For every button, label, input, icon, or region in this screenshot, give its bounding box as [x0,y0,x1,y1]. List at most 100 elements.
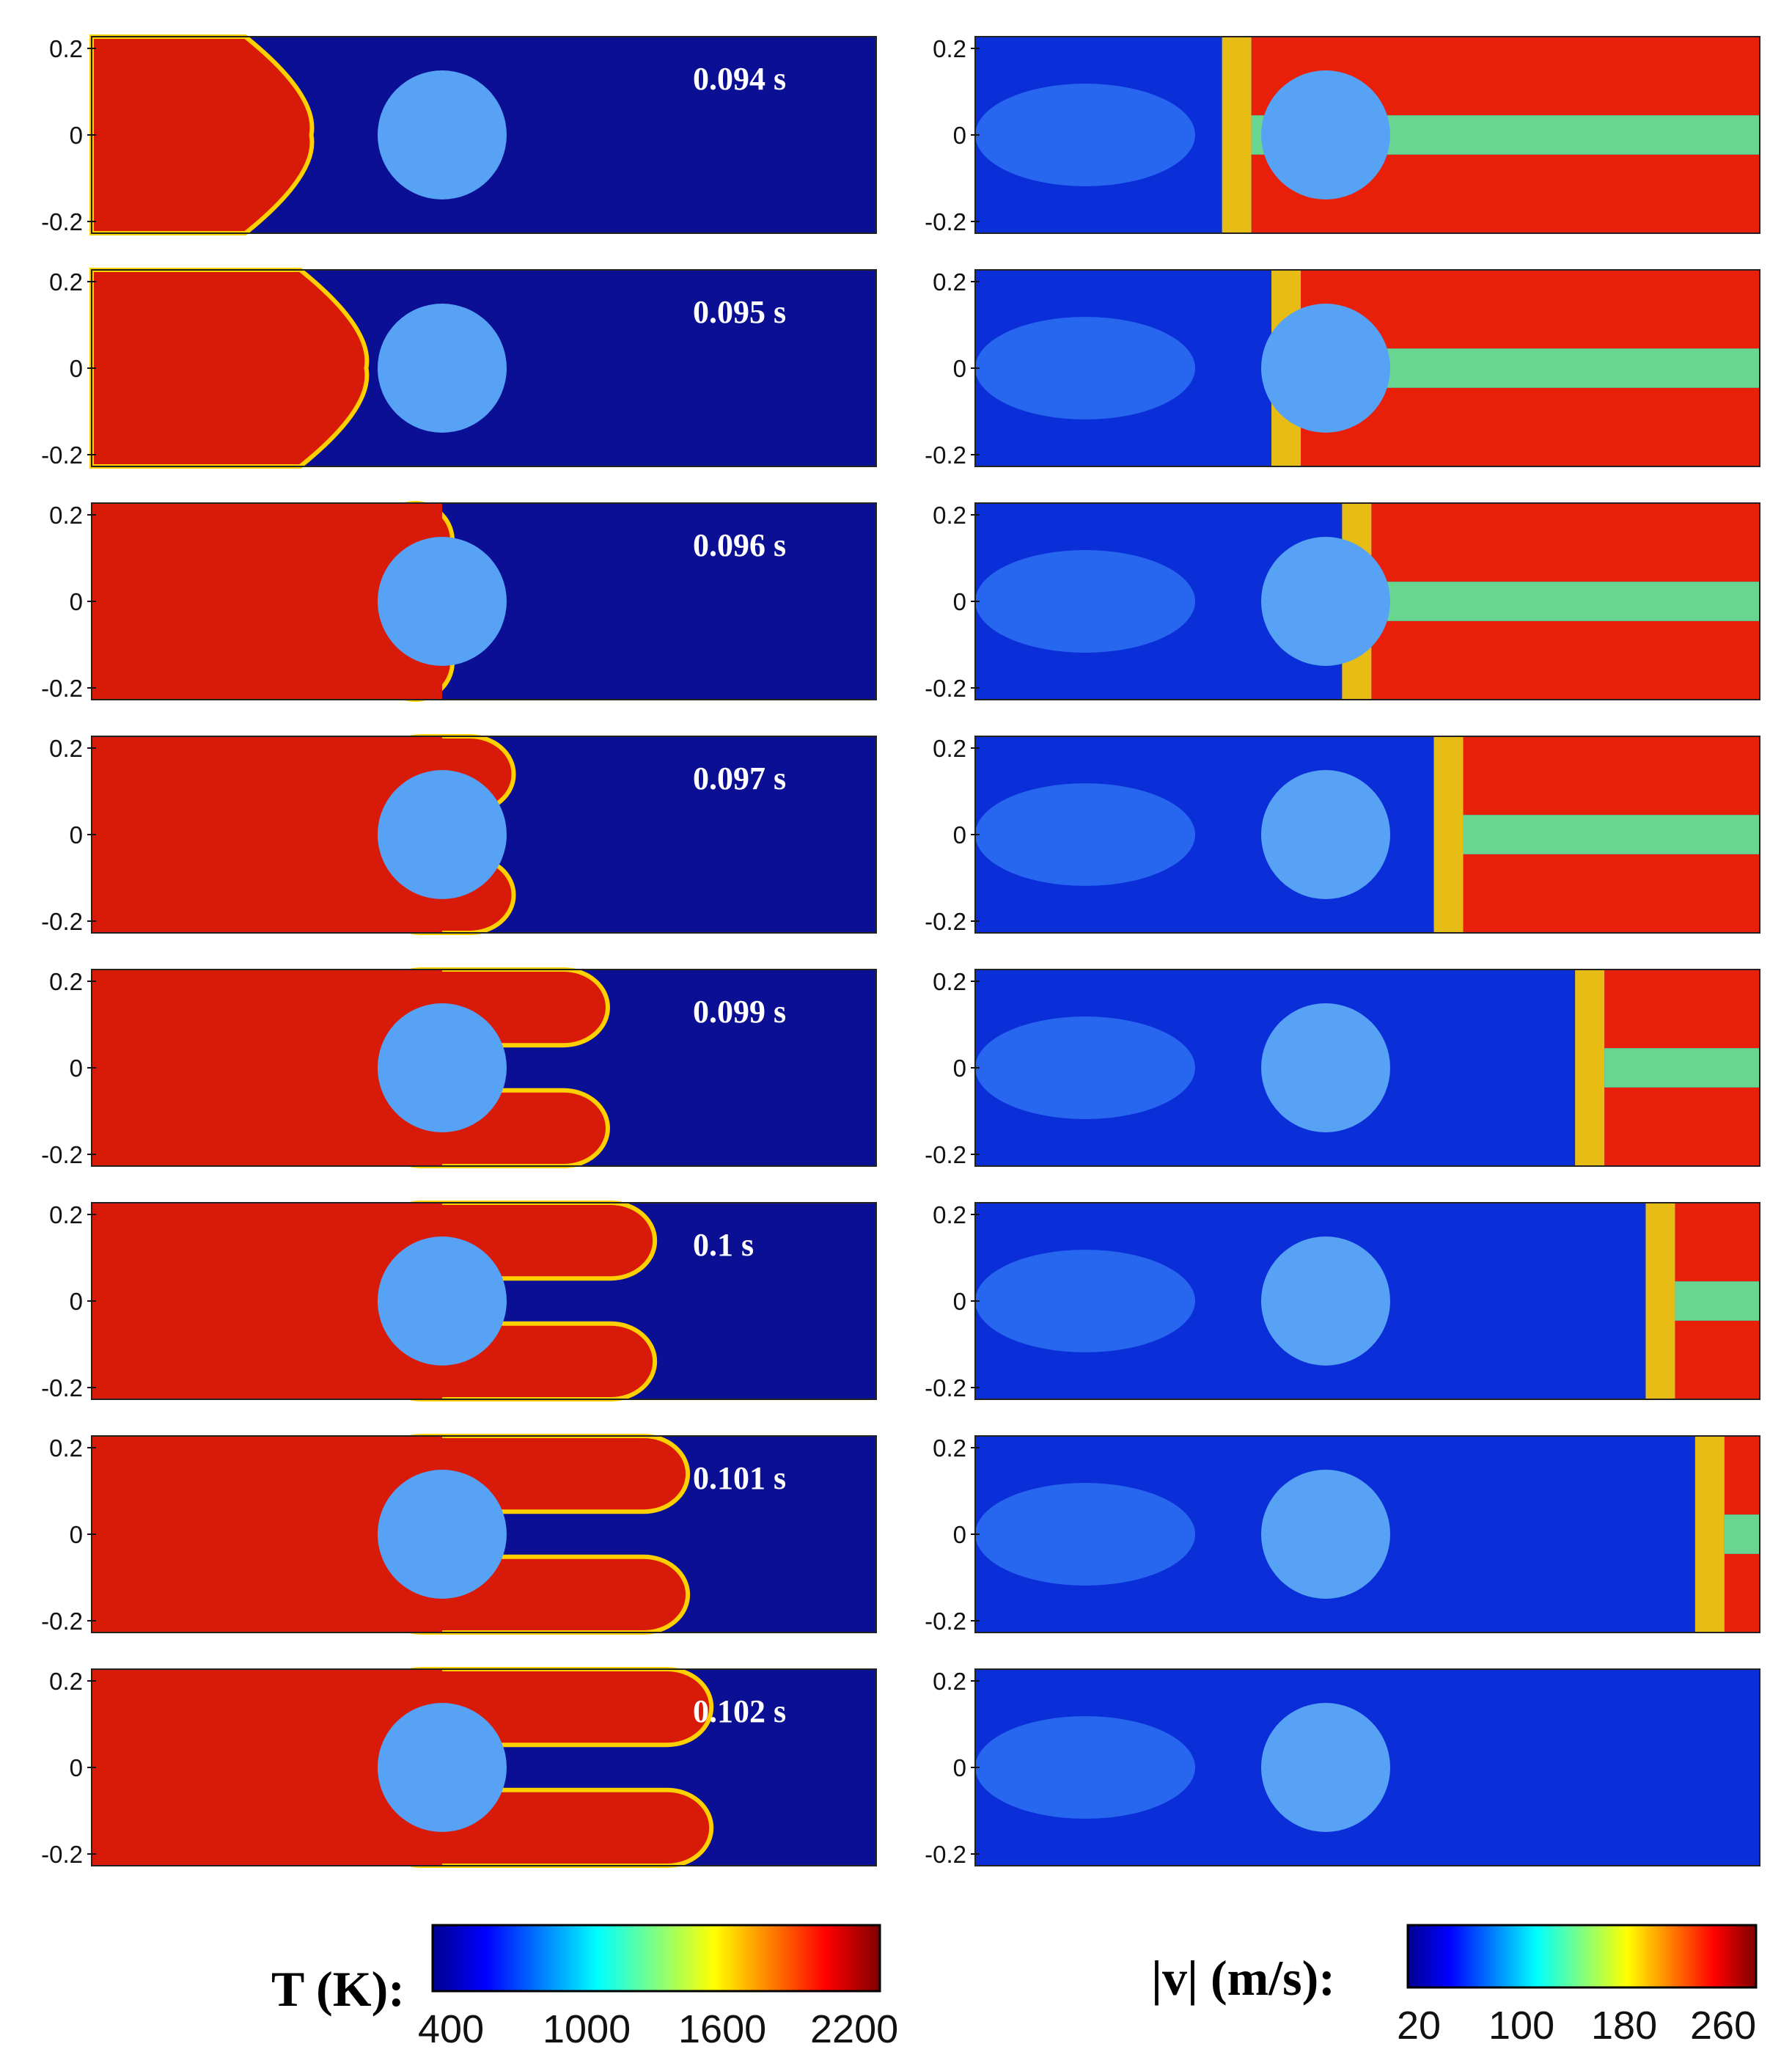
y-tick-label: 0.2 [49,268,83,296]
high-velocity-band [1724,1436,1760,1515]
flame-region [89,34,315,235]
y-tick-label: 0.2 [933,268,966,296]
temperature-panel: 0.101 s 0.2 0 -0.2 [41,1434,877,1635]
y-tick-label: 0.2 [933,1434,966,1462]
y-tick-label: -0.2 [41,1374,83,1401]
flame-region [92,1667,714,1868]
cylinder-obstacle [378,304,507,433]
temperature-panel: 0.095 s 0.2 0 -0.2 [41,268,877,469]
time-label: 0.102 s [693,1693,786,1729]
y-tick-label: 0 [70,355,83,382]
cylinder-obstacle [378,1003,507,1132]
temperature-panel: 0.1 s 0.2 0 -0.2 [41,1201,877,1401]
y-tick-label: -0.2 [41,1841,83,1868]
cylinder-obstacle [378,1470,507,1599]
row-8: 0.102 s 0.2 0 -0.2 0.2 0 -0.2 [41,1667,1760,1868]
high-velocity-band [1724,1553,1760,1633]
y-tick-label: 0.2 [49,1434,83,1462]
y-tick-label: -0.2 [41,908,83,935]
y-tick-label: 0 [953,1521,966,1548]
temperature-panel: 0.097 s 0.2 0 -0.2 [41,734,877,935]
velocity-colorbar-label: |v| (m/s): [1151,1950,1335,2006]
y-tick-label: -0.2 [925,441,966,469]
y-tick-label: 0 [953,122,966,149]
temperature-panel: 0.099 s 0.2 0 -0.2 [41,967,877,1168]
y-tick-label: 0 [953,355,966,382]
cylinder-obstacle [1261,770,1390,899]
velocity-colorbar-tick-2: 100 [1488,2004,1554,2048]
velocity-colorbar-tick-4: 260 [1690,2004,1756,2048]
y-tick-label: -0.2 [925,208,966,235]
y-tick-label: 0.2 [49,1668,83,1695]
high-velocity-band [1371,503,1760,582]
temperature-colorbar-tick-2: 1000 [543,2007,631,2051]
y-tick-label: 0.2 [933,735,966,762]
row-1: 0.094 s 0.2 0 -0.2 0.2 0 -0.2 [41,34,1760,235]
row-7: 0.101 s 0.2 0 -0.2 0.2 0 -0.2 [41,1434,1760,1635]
cylinder-obstacle [378,770,507,899]
y-tick-label: -0.2 [925,1608,966,1635]
y-tick-label: 0 [70,1055,83,1082]
row-4: 0.097 s 0.2 0 -0.2 0.2 0 -0.2 [41,734,1760,935]
velocity-colorbar: |v| (m/s): 20 100 180 260 [1151,1924,1758,2048]
velocity-panel: 0.2 0 -0.2 [925,1201,1760,1401]
y-tick-label: 0 [953,821,966,849]
y-tick-label: 0.2 [49,502,83,529]
y-tick-label: 0 [953,1754,966,1781]
velocity-panel: 0.2 0 -0.2 [925,268,1760,469]
time-label: 0.095 s [693,294,786,330]
temperature-colorbar-tick-3: 1600 [678,2007,766,2051]
y-tick-label: 0.2 [49,1201,83,1228]
velocity-panel: 0.2 0 -0.2 [925,735,1760,935]
cylinder-obstacle [1261,1470,1390,1599]
temperature-colorbar-bar [431,1924,881,1993]
y-tick-label: 0.2 [49,735,83,762]
velocity-panel: 0.2 0 -0.2 [925,1434,1760,1635]
y-tick-label: 0.2 [49,35,83,62]
y-tick-label: 0.2 [933,35,966,62]
row-3: 0.096 s 0.2 0 -0.2 0.2 0 -0.2 [41,501,1760,702]
y-tick-label: -0.2 [925,1374,966,1401]
high-velocity-band [1371,620,1760,700]
time-label: 0.094 s [693,61,786,97]
temperature-panel: 0.102 s 0.2 0 -0.2 [41,1667,877,1868]
y-tick-label: 0 [70,122,83,149]
y-tick-label: 0 [70,1521,83,1548]
y-tick-label: 0.2 [933,1201,966,1228]
y-tick-label: -0.2 [41,1141,83,1168]
time-label: 0.097 s [693,761,786,796]
velocity-colorbar-bar [1406,1924,1758,1989]
y-tick-label: -0.2 [925,1841,966,1868]
high-velocity-band [1675,1320,1760,1399]
velocity-panel: 0.2 0 -0.2 [925,968,1760,1168]
cylinder-obstacle [378,70,507,199]
y-tick-label: -0.2 [41,208,83,235]
temperature-colorbar-label: T (K): [271,1961,405,2017]
y-tick-label: -0.2 [41,675,83,702]
temperature-panel: 0.094 s 0.2 0 -0.2 [41,34,877,235]
velocity-panel: 0.2 0 -0.2 [925,502,1760,702]
time-label: 0.101 s [693,1460,786,1496]
high-velocity-band [1675,1203,1760,1282]
high-velocity-band [1463,736,1760,816]
high-velocity-band [1604,1087,1760,1166]
y-tick-label: 0 [953,1288,966,1315]
flame-region [89,268,370,469]
temperature-colorbar-tick-1: 400 [418,2007,484,2051]
y-tick-label: 0 [70,1288,83,1315]
cylinder-obstacle [1261,1703,1390,1832]
y-tick-label: 0.2 [49,968,83,995]
cylinder-obstacle [1261,70,1390,199]
y-tick-label: 0 [953,588,966,615]
temperature-panel: 0.096 s 0.2 0 -0.2 [41,501,877,702]
time-label: 0.1 s [693,1227,754,1263]
velocity-colorbar-tick-1: 20 [1397,2004,1441,2048]
high-velocity-band [1604,970,1760,1049]
y-tick-label: -0.2 [925,908,966,935]
cylinder-obstacle [1261,304,1390,433]
y-tick-label: -0.2 [925,675,966,702]
y-tick-label: -0.2 [41,441,83,469]
velocity-panel: 0.2 0 -0.2 [925,35,1760,235]
row-2: 0.095 s 0.2 0 -0.2 0.2 0 -0.2 [41,268,1760,469]
